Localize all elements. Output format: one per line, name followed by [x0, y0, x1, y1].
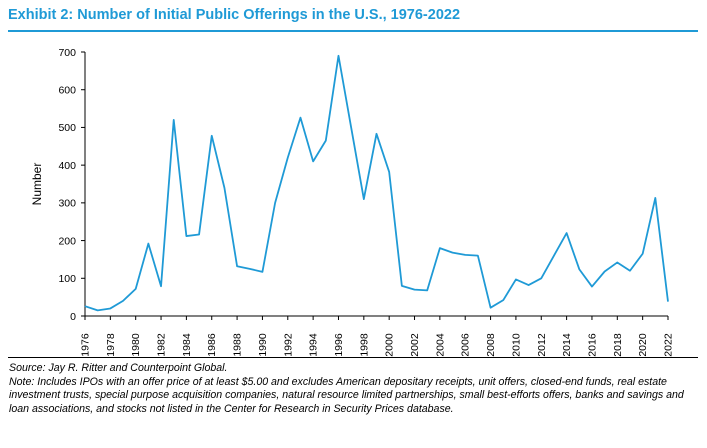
x-tick-label: 1990 — [257, 333, 269, 357]
x-tick-label: 1992 — [282, 333, 294, 357]
x-tick-label: 2020 — [637, 333, 649, 357]
y-tick-label: 400 — [58, 160, 76, 172]
x-tick-label: 1998 — [358, 333, 370, 357]
x-tick-label: 1978 — [105, 333, 117, 357]
y-tick-label: 700 — [58, 47, 76, 59]
footer-divider — [8, 357, 698, 358]
y-tick-label: 0 — [70, 311, 76, 323]
x-tick-label: 2022 — [663, 333, 675, 357]
title-divider — [8, 30, 698, 32]
x-tick-label: 2002 — [409, 333, 421, 357]
y-tick-label: 300 — [58, 198, 76, 210]
x-tick-label: 2006 — [460, 333, 472, 357]
x-tick-labels: 1976 1978 1980 1982 1984 1986 1988 1990 1992 1994… — [80, 333, 675, 357]
footnotes: Source: Jay R. Ritter and Counterpoint G… — [9, 362, 699, 416]
y-tick-label: 100 — [58, 273, 76, 285]
axes — [81, 51, 669, 320]
x-tick-label: 1994 — [308, 333, 320, 357]
ipo-count-line — [84, 54, 669, 312]
source-note: Source: Jay R. Ritter and Counterpoint G… — [9, 362, 228, 374]
x-tick-label: 1996 — [333, 333, 345, 357]
x-tick-label: 2008 — [485, 333, 497, 357]
x-tick-label: 2004 — [434, 333, 446, 357]
x-tick-label: 1976 — [80, 333, 92, 357]
x-tick-label: 1980 — [130, 333, 142, 357]
methodology-note: Note: Includes IPOs with an offer price … — [9, 375, 684, 415]
x-tick-label: 1984 — [181, 333, 193, 357]
y-axis-label: Number — [30, 163, 44, 206]
x-tick-label: 1988 — [232, 333, 244, 357]
x-tick-label: 2000 — [384, 333, 396, 357]
y-tick-label: 600 — [58, 85, 76, 97]
x-tick-label: 2016 — [586, 333, 598, 357]
x-tick-label: 2014 — [561, 333, 573, 357]
x-tick-label: 2018 — [612, 333, 624, 357]
chart-title: Exhibit 2: Number of Initial Public Offe… — [8, 7, 461, 23]
x-tick-label: 2010 — [510, 333, 522, 357]
x-tick-label: 2012 — [536, 333, 548, 357]
y-tick-label: 500 — [58, 122, 76, 134]
y-tick-label: 200 — [58, 235, 76, 247]
x-tick-label: 1982 — [156, 333, 168, 357]
x-tick-label: 1986 — [206, 333, 218, 357]
y-tick-labels: 0 100 200 300 400 500 600 700 — [58, 47, 76, 323]
